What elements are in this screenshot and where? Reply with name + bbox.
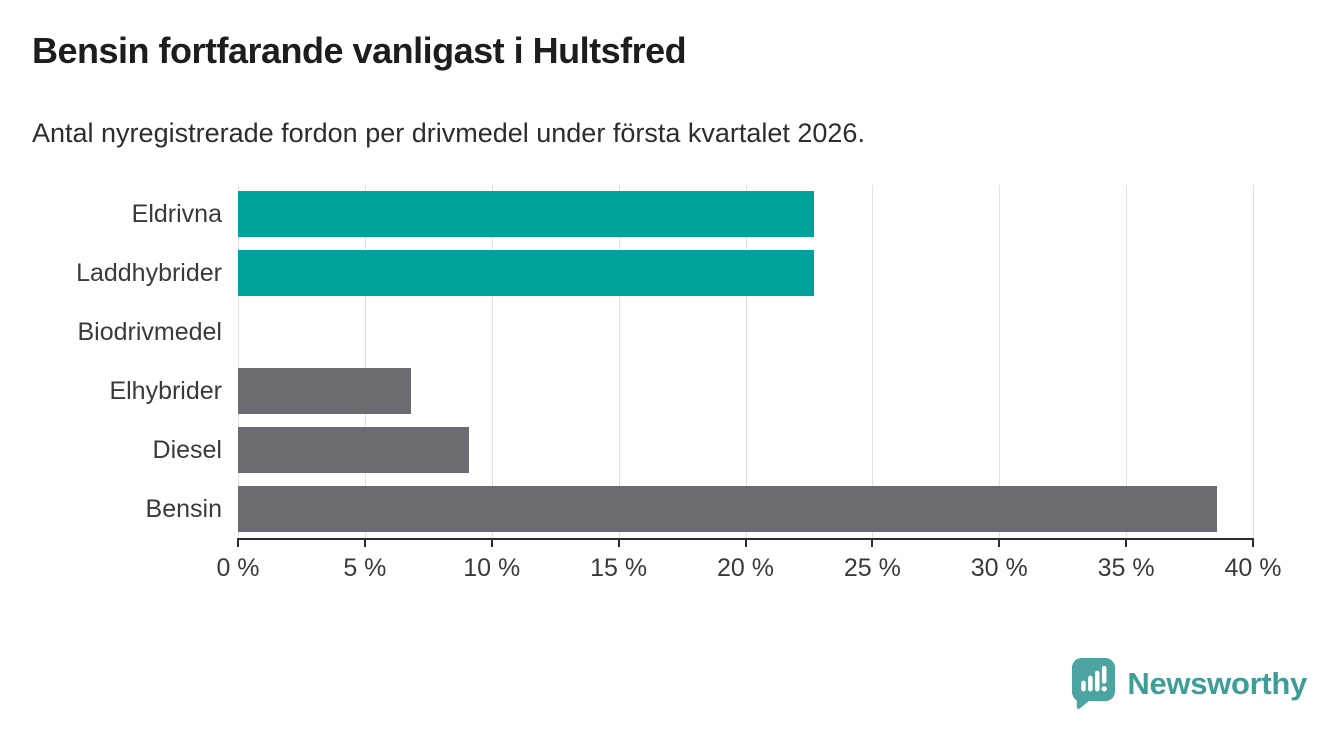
bar-chart-plot-area: 0 % 5 % 10 % 15 % 20 % 25 % 30 % 35 % 40 % [216,185,1281,582]
bar-eldrivna [238,191,814,238]
icon-bar-small [1081,680,1087,692]
icon-bar-medium [1088,675,1094,692]
gridline-25 [872,185,874,538]
x-axis-tick-25 [871,538,874,547]
gridline-0 [238,185,239,538]
icon-bar-large [1095,670,1100,692]
gridline-5 [364,185,366,538]
bar-diesel [238,426,469,473]
x-axis-tick-10 [490,538,493,547]
bar-bensin [238,485,1218,532]
gridline-15 [618,185,620,538]
x-axis-tick-label-35: 35 % [1097,554,1155,582]
bar-laddhybrider [238,250,814,297]
x-axis-tick-label-20: 20 % [717,554,774,582]
x-axis-tick-label-25: 25 % [843,554,901,582]
newsworthy-icon [1072,658,1116,709]
x-axis-tick-30 [998,538,1001,547]
gridline-35 [1126,185,1128,538]
gridline-10 [491,185,493,538]
icon-exclamation-stem [1102,665,1107,684]
newsworthy-wordmark: Newsworthy [1127,665,1307,701]
x-axis-tick-label-30: 30 % [970,554,1028,582]
x-axis-tick-35 [1125,538,1128,547]
category-label-diesel: Diesel [152,435,222,464]
x-axis-tick-label-40: 40 % [1224,554,1282,582]
chart-title: Bensin fortfarande vanligast i Hultsfred [32,30,687,71]
gridline-20 [745,185,747,538]
x-axis-tick-label-15: 15 % [590,554,648,582]
newsworthy-logo: Newsworthy [1070,656,1307,711]
bar-elhybrider [238,367,411,414]
x-axis-tick-0 [237,538,239,547]
category-label-eldrivna: Eldrivna [131,200,222,229]
category-label-bensin: Bensin [145,494,222,523]
x-axis-tick-15 [617,538,620,547]
x-axis-tick-20 [744,538,747,547]
category-label-biodrivmedel: Biodrivmedel [77,318,222,347]
icon-exclamation-dot [1101,686,1108,692]
gridline-40 [1253,185,1254,538]
x-axis-tick-label-10: 10 % [463,554,521,582]
category-label-laddhybrider: Laddhybrider [76,259,222,288]
category-label-elhybrider: Elhybrider [109,376,222,405]
x-axis-tick-label-5: 5 % [343,554,387,582]
x-axis-tick-label-0: 0 % [216,554,260,582]
gridline-30 [999,185,1001,538]
chart-subtitle: Antal nyregistrerade fordon per drivmede… [32,118,865,148]
x-axis-tick-5 [363,538,366,547]
x-axis-tick-40 [1252,538,1254,547]
